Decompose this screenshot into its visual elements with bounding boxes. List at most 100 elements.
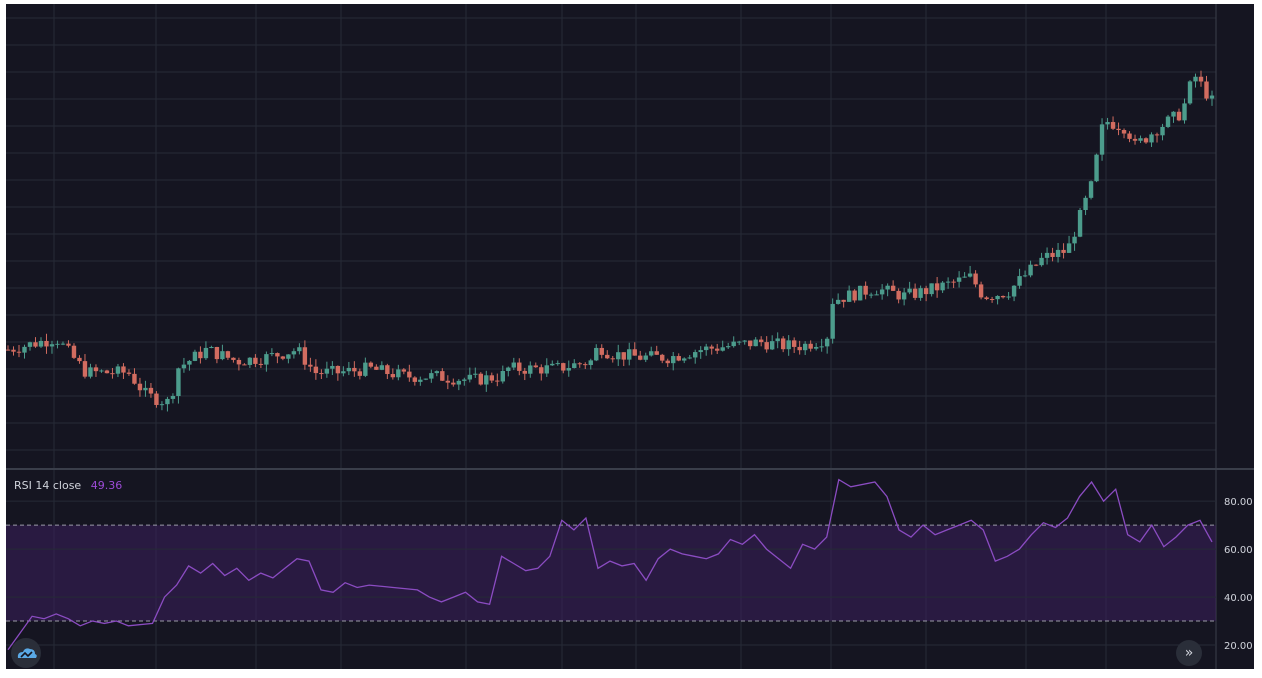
candle-body — [890, 285, 896, 291]
candle-body — [368, 362, 374, 367]
candle-body — [852, 290, 857, 301]
candle-body — [550, 363, 555, 366]
candle-body — [1160, 126, 1165, 136]
candle-body — [956, 277, 962, 282]
candle-body — [989, 299, 995, 301]
candle-body — [665, 360, 670, 364]
candle-body — [978, 284, 984, 298]
candle-body — [209, 346, 214, 348]
candle-body — [912, 288, 918, 298]
candle-body — [49, 344, 55, 347]
candle-body — [1143, 138, 1149, 143]
candle-body — [236, 359, 242, 365]
candle-body — [330, 365, 335, 369]
candle-body — [731, 341, 736, 347]
candle-body — [676, 356, 681, 361]
candle-body — [500, 370, 505, 382]
candle-body — [1050, 252, 1055, 257]
candle-body — [247, 357, 253, 365]
candle-body — [649, 351, 654, 356]
candle-body — [973, 273, 978, 285]
candle-body — [66, 343, 71, 346]
candle-body — [572, 363, 577, 369]
candle-body — [269, 353, 275, 355]
candle-body — [121, 366, 126, 373]
candle-body — [791, 340, 797, 347]
candle-body — [896, 290, 901, 300]
candle-body — [110, 373, 115, 375]
tradingview-cloud-icon[interactable] — [11, 638, 41, 668]
candle-body — [60, 343, 66, 345]
candle-body — [132, 373, 137, 384]
candle-body — [407, 371, 412, 378]
candle-body — [445, 380, 451, 383]
candle-body — [868, 294, 874, 296]
candle-body — [225, 351, 231, 358]
candle-body — [682, 358, 687, 361]
candle-body — [901, 292, 907, 300]
candle-body — [308, 364, 313, 367]
candle-body — [115, 366, 121, 374]
candle-body — [1077, 210, 1083, 237]
candle-body — [187, 360, 192, 365]
candle-body — [1110, 122, 1116, 129]
candle-body — [583, 364, 588, 366]
candle-body — [456, 380, 462, 385]
candle-body — [126, 372, 132, 374]
candle-body — [687, 357, 692, 359]
candle-body — [588, 360, 593, 366]
candle-body — [451, 382, 456, 385]
candle-body — [874, 294, 879, 296]
candle-body — [918, 288, 923, 298]
candle-body — [693, 352, 698, 358]
candle-body — [709, 346, 714, 349]
chevron-double-right-icon[interactable]: » — [1176, 640, 1202, 666]
candle-body — [621, 352, 626, 360]
candle-body — [528, 365, 533, 374]
candle-body — [780, 338, 786, 350]
candle-body — [1033, 264, 1039, 266]
candle-body — [1099, 124, 1105, 155]
candle-body — [879, 289, 885, 295]
candle-body — [561, 363, 566, 371]
candle-body — [104, 370, 110, 374]
candle-body — [319, 373, 324, 375]
rsi-band — [6, 525, 1216, 622]
candle-body — [418, 379, 423, 382]
candle-body — [176, 368, 181, 397]
candle-body — [489, 375, 494, 381]
candle-body — [824, 338, 830, 347]
rsi-pane — [6, 478, 1216, 651]
candle-body — [1182, 103, 1187, 121]
candle-body — [22, 346, 27, 353]
candle-body — [643, 355, 648, 360]
candle-body — [517, 362, 522, 371]
candle-body — [396, 369, 401, 378]
candle-body — [769, 341, 775, 350]
candle-body — [775, 338, 780, 342]
candle-body — [44, 340, 49, 347]
candle-body — [1127, 133, 1132, 139]
rsi-tick-label: 20.00 — [1224, 641, 1253, 652]
candle-body — [747, 340, 753, 347]
candle-body — [1209, 95, 1215, 99]
candle-body — [1105, 122, 1110, 125]
candle-body — [835, 299, 841, 304]
candle-body — [264, 354, 269, 365]
candle-body — [671, 356, 676, 364]
candle-body — [27, 342, 33, 347]
candle-body — [764, 342, 769, 350]
candle-body — [1094, 154, 1099, 182]
candle-body — [885, 285, 890, 290]
candle-body — [654, 351, 659, 355]
candle-body — [962, 276, 967, 278]
candle-body — [533, 365, 538, 368]
candle-body — [555, 363, 560, 365]
candle-body — [786, 340, 791, 350]
candle-body — [341, 371, 346, 374]
candle-body — [170, 396, 176, 399]
candle-body — [242, 364, 247, 366]
candle-body — [846, 290, 852, 302]
rsi-legend[interactable]: RSI 14 close 49.36 — [14, 479, 122, 492]
candle-body — [698, 350, 703, 353]
